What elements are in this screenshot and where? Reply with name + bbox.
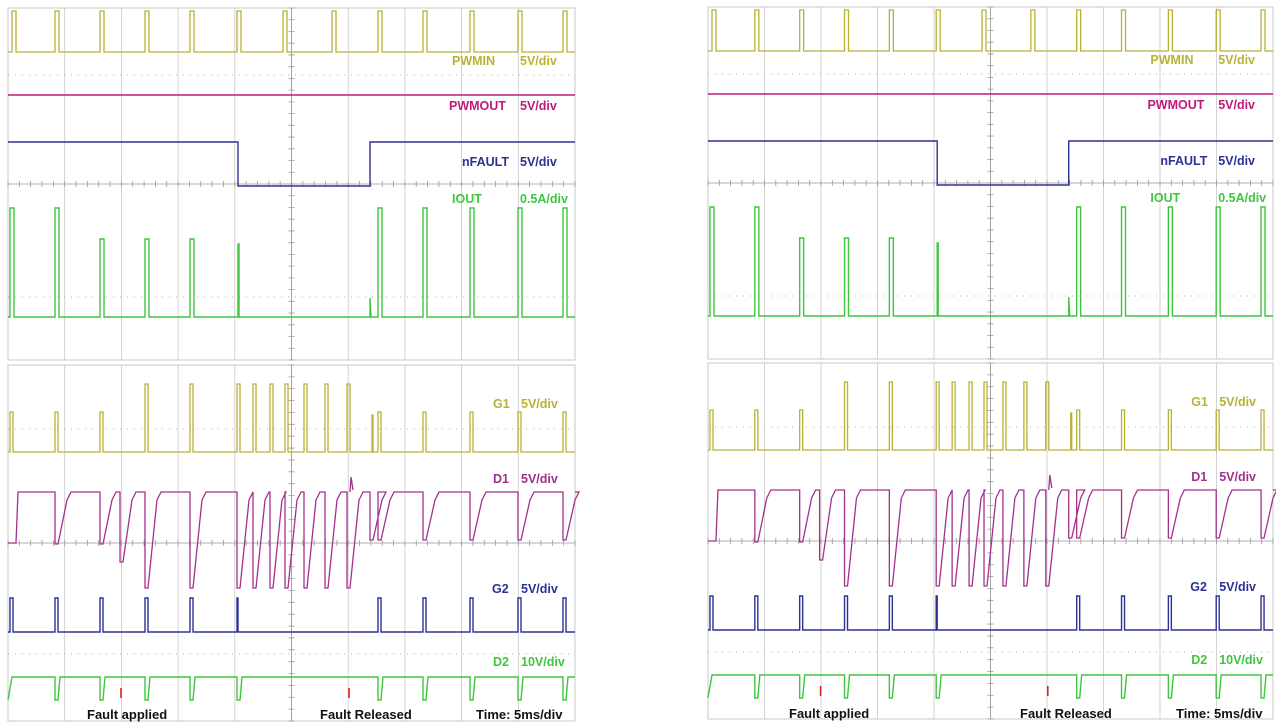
trace-scale-d2: 10V/div [521,655,565,669]
fault-released-label-left: Fault Released [320,707,412,722]
trace-scale-d1: 5V/div [521,472,558,486]
left-top-center-ticks [7,7,576,361]
fault-applied-label-left: Fault applied [87,707,167,722]
d2-trace [707,674,1273,699]
nfault-trace [8,141,575,187]
time-scale-label-right: Time: 5ms/div [1176,706,1263,721]
trace-scale-iout: 0.5A/div [1218,191,1266,205]
d1-trace [8,491,581,589]
g1-trace [8,383,575,453]
g2-trace [708,595,1273,631]
trace-label-iout: IOUT [452,192,482,206]
right-top-center-ticks [707,6,1274,360]
d1-trace [708,489,1276,587]
trace-scale-pwmin: 5V/div [1218,53,1255,67]
trace-scale-d2: 10V/div [1219,653,1263,667]
right-top-scope: PWMIN 5V/div PWMOUT 5V/div nFAULT 5V/div IOUT 0… [707,6,1274,360]
trace-label-d2: D2 [493,655,509,669]
left-bottom-scope: G1 5V/div D1 5V/div G2 5V/div D2 10V/div [7,364,581,722]
g2-trace [8,597,575,633]
trace-label-d1: D1 [1191,470,1207,484]
trace-scale-pwmout: 5V/div [520,99,557,113]
time-scale-label-left: Time: 5ms/div [476,707,563,722]
d1-release-spike [1048,474,1053,491]
trace-scale-d1: 5V/div [1219,470,1256,484]
right-bottom-scope: G1 5V/div D1 5V/div G2 5V/div D2 10V/div [707,362,1276,720]
trace-label-pwmin: PWMIN [452,54,495,68]
trace-label-pwmout: PWMOUT [1147,98,1204,112]
trace-label-pwmout: PWMOUT [449,99,506,113]
trace-label-nfault: nFAULT [1160,154,1207,168]
trace-label-nfault: nFAULT [462,155,509,169]
d2-trace [7,676,575,701]
d1-release-spike [349,476,354,493]
trace-scale-g2: 5V/div [1219,580,1256,594]
trace-scale-g2: 5V/div [521,582,558,596]
trace-label-g1: G1 [493,397,510,411]
trace-label-d1: D1 [493,472,509,486]
pwmin-trace [708,9,1273,52]
trace-label-g1: G1 [1191,395,1208,409]
fault-released-label-right: Fault Released [1020,706,1112,721]
trace-scale-pwmout: 5V/div [1218,98,1255,112]
trace-label-pwmin: PWMIN [1150,53,1193,67]
trace-scale-pwmin: 5V/div [520,54,557,68]
pwmin-trace [8,10,575,53]
trace-scale-nfault: 5V/div [520,155,557,169]
trace-scale-iout: 0.5A/div [520,192,568,206]
left-top-scope: PWMIN 5V/div PWMOUT 5V/div nFAULT 5V/div IOUT 0… [7,7,576,361]
iout-trace [708,206,1273,317]
trace-label-iout: IOUT [1150,191,1180,205]
fault-applied-label-right: Fault applied [789,706,869,721]
trace-label-g2: G2 [492,582,509,596]
trace-scale-g1: 5V/div [521,397,558,411]
g1-trace [708,381,1273,451]
trace-label-g2: G2 [1190,580,1207,594]
trace-scale-nfault: 5V/div [1218,154,1255,168]
trace-label-d2: D2 [1191,653,1207,667]
trace-scale-g1: 5V/div [1219,395,1256,409]
iout-trace [8,207,575,318]
nfault-trace [708,140,1273,186]
